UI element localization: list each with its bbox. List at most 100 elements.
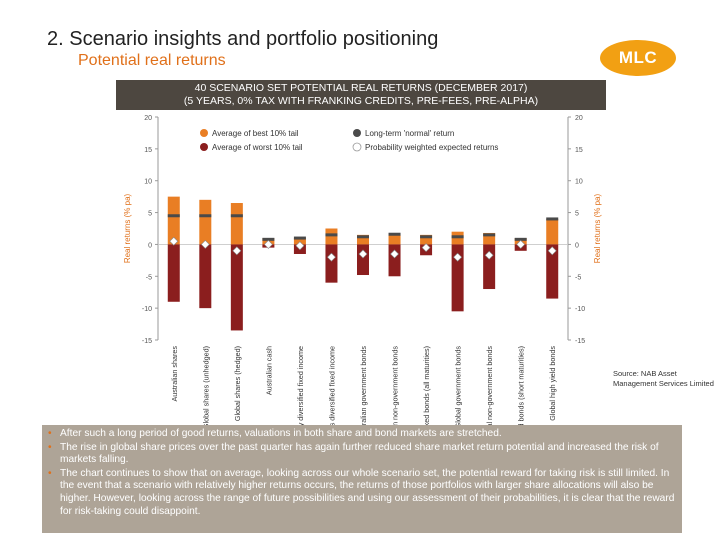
category-label: Australian inflation linked bonds (short… [517,346,526,425]
worst-tail-bar [230,244,243,331]
best-tail-bar [388,234,401,245]
long-term-return-marker [167,214,180,218]
y-axis-title-left: Real returns (% pa) [123,193,132,263]
page-subtitle: Potential real returns [78,52,226,69]
y-tick-label-left: -5 [146,274,152,281]
chart-header: 40 SCENARIO SET POTENTIAL REAL RETURNS (… [116,80,606,110]
bullet-text: After such a long period of good returns… [60,428,502,439]
expected-return-marker [484,250,494,260]
legend-worst-label: Average of worst 10% tail [212,143,303,152]
y-tick-label-right: 0 [575,242,579,249]
source-note: Source: NAB Asset Management Services Li… [613,369,714,388]
bullet-dot-icon: • [48,428,52,439]
category-label: Australian cash [264,346,273,395]
long-term-return-marker [325,233,338,237]
category-label: Australian government bonds [359,346,368,425]
long-term-return-marker [230,214,243,218]
y-tick-label-right: -5 [575,274,581,281]
long-term-return-marker [514,237,527,241]
mlc-logo: MLC [600,40,676,76]
long-term-return-marker [451,235,464,239]
legend-expected-label: Probability weighted expected returns [365,143,498,152]
category-label: Australian inflation linked bonds (all m… [422,346,431,425]
bullet-text: The chart continues to show that on aver… [60,467,675,517]
expected-return-marker [390,249,399,259]
y-tick-label-left: 10 [144,179,152,186]
category-label: Global government bonds [454,346,463,425]
worst-tail-bar [325,244,338,283]
chart-header-line2: (5 YEARS, 0% TAX WITH FRANKING CREDITS, … [183,95,539,107]
category-label: Global high yield bonds [548,346,557,421]
bullet-item: • The rise in global share prices over th… [46,442,678,467]
bullet-item: • The chart continues to show that on ave… [46,468,678,518]
expected-return-marker [547,246,557,256]
best-tail-bar [483,232,496,245]
y-tick-label-left: 5 [148,211,152,218]
returns-chart: -15 -15 -10 -10 -5 -5 0 0 5 5 10 10 15 15 20 20 Real ret… [123,115,602,425]
expected-return-marker [295,241,305,251]
best-tail-bar [420,234,433,245]
bullet-item: • After such a long period of good return… [46,428,678,441]
category-label: All maturities diversified fixed income [327,346,336,425]
worst-tail-bar [546,244,559,299]
best-tail-bar [293,238,306,245]
worst-tail-bar [451,244,464,312]
bullet-text: The rise in global share prices over the… [60,441,659,466]
long-term-return-marker [262,237,275,241]
y-tick-label-left: 15 [144,147,152,154]
worst-tail-bar [167,244,180,302]
expected-return-marker [516,240,526,249]
legend-long-term-swatch [353,129,361,137]
legend-long-term-label: Long-term 'normal' return [365,129,454,138]
long-term-return-marker [199,214,212,218]
chart-area: -15 -15 -10 -10 -5 -5 0 0 5 5 10 10 15 15 20 20 Real ret… [116,110,606,425]
category-label: Short maturity diversified fixed income [296,346,305,425]
best-tail-bar [546,218,559,245]
legend-best-label: Average of best 10% tail [212,129,299,138]
long-term-return-marker [483,233,496,237]
long-term-return-marker [388,232,401,236]
long-term-return-marker [357,235,369,239]
y-axis-title-right: Real returns (% pa) [593,193,602,263]
best-tail-bar [357,234,369,245]
category-label: Australian shares [170,346,179,402]
y-tick-label-right: 5 [575,211,579,218]
worst-tail-bar [388,244,401,277]
expected-return-marker [327,252,336,262]
y-tick-label-right: 10 [575,179,583,186]
category-label: Global shares (unhedged) [201,346,210,425]
long-term-return-marker [546,217,559,221]
expected-return-marker [169,236,179,246]
category-label: Global shares (hedged) [233,346,242,421]
expected-return-marker [263,240,273,249]
bullet-dot-icon: • [48,467,52,479]
chart-header-line1: 40 SCENARIO SET POTENTIAL REAL RETURNS (… [194,82,528,94]
expected-return-marker [200,240,210,249]
y-tick-label-left: 0 [148,242,152,249]
best-tail-bar [325,228,338,245]
worst-tail-bar [199,244,212,309]
worst-tail-bar [357,244,369,276]
page-title: 2. Scenario insights and portfolio posit… [47,28,439,50]
best-tail-bar [199,199,212,245]
bullet-panel: • After such a long period of good return… [42,425,682,533]
bullet-dot-icon: • [48,441,52,453]
expected-return-marker [232,246,242,256]
y-tick-label-right: -15 [575,338,585,345]
y-tick-label-right: 15 [575,147,583,154]
long-term-return-marker [420,235,433,239]
long-term-return-marker [293,236,306,240]
category-label: Global non-government bonds [485,346,494,425]
legend-best-swatch [200,129,208,137]
y-tick-label-right: 20 [575,115,583,122]
legend-worst-swatch [200,143,208,151]
category-label: Australian non-government bonds [391,346,400,425]
expected-return-marker [421,243,431,253]
y-tick-label-left: -10 [142,306,152,313]
best-tail-bar [167,196,180,245]
y-tick-label-left: -15 [142,338,152,345]
best-tail-bar [230,203,243,245]
y-tick-label-left: 20 [144,115,152,122]
y-tick-label-right: -10 [575,306,585,313]
legend-expected-swatch [352,142,362,152]
